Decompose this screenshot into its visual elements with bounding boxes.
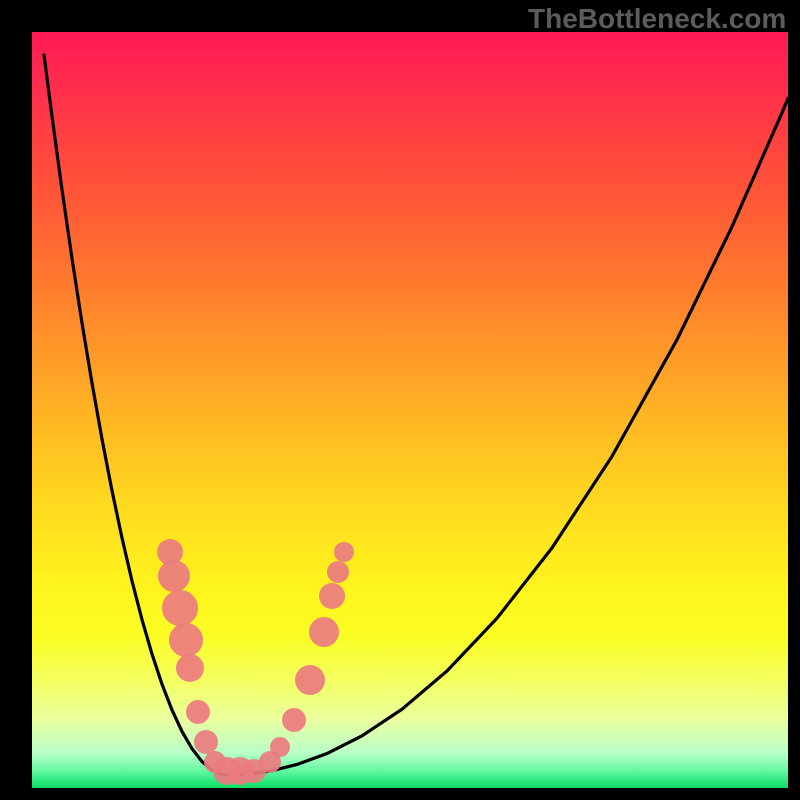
marker-dot: [186, 700, 210, 724]
marker-dot: [176, 654, 204, 682]
marker-dot: [194, 730, 218, 754]
marker-dot: [169, 623, 203, 657]
marker-dot: [309, 617, 339, 647]
marker-dot: [319, 583, 345, 609]
watermark-text: TheBottleneck.com: [528, 3, 786, 35]
marker-dot: [327, 561, 349, 583]
marker-dot: [282, 708, 306, 732]
marker-dot: [295, 665, 325, 695]
plot-area: [32, 32, 788, 788]
marker-group: [157, 539, 354, 785]
marker-dot: [270, 737, 290, 757]
chart-svg: [32, 32, 788, 788]
marker-dot: [334, 542, 354, 562]
marker-dot: [158, 560, 190, 592]
marker-dot: [162, 590, 198, 626]
bottleneck-curve: [44, 55, 788, 775]
stage: TheBottleneck.com: [0, 0, 800, 800]
